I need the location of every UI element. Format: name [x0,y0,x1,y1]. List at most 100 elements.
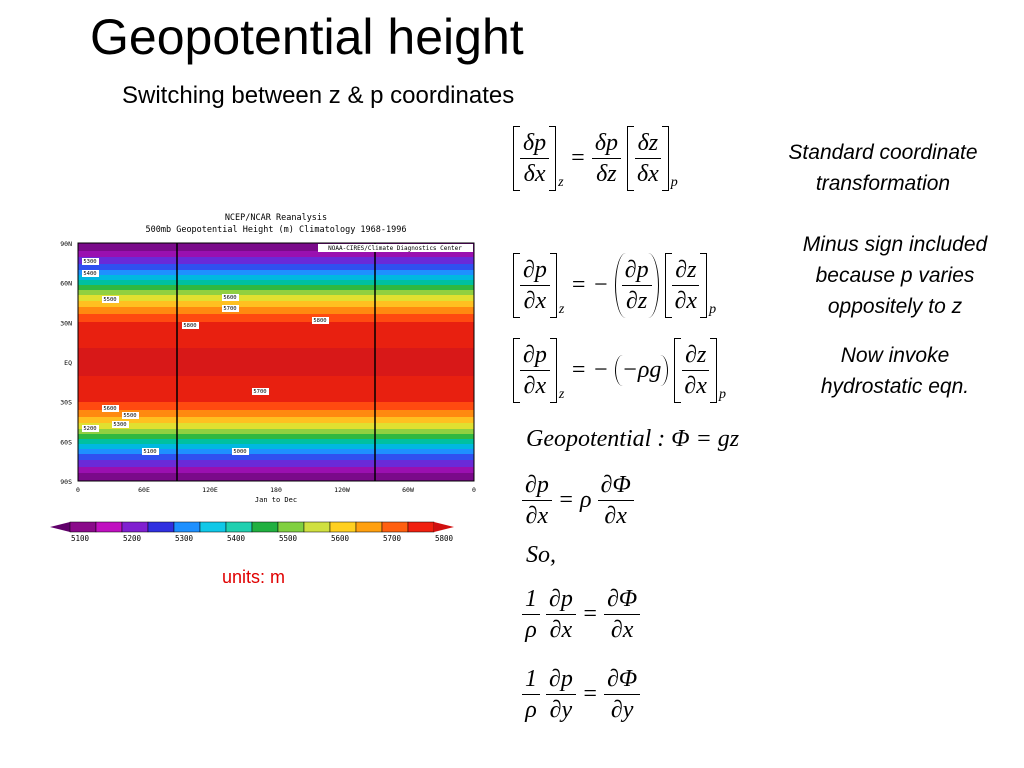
numerator: ∂z [682,340,710,371]
contour-label: 5700 [253,389,266,395]
contour-label-bg [82,270,99,277]
term: −ρg [621,357,662,383]
subscript: p [709,302,717,317]
contour-label-bg [182,322,199,329]
map-band [78,473,474,481]
operator: = [581,601,599,627]
colorbar-label: 5700 [383,534,402,543]
contour-label-bg [102,405,119,412]
map-band [78,467,474,473]
slide-subtitle: Switching between z & p coordinates [122,82,515,109]
map-band [78,290,474,295]
denominator: ∂x [610,617,634,643]
map-y-label: 60S [60,438,72,446]
map-frame [77,242,475,482]
contour-label-bg [232,448,249,455]
note: Now invoke hydrostatic eqn. [820,344,970,398]
map-x-title: Jan to Dec [255,496,297,504]
contour-label-bg [222,294,239,301]
map-x-label: 0 [472,486,476,494]
map-band [78,439,474,444]
map-band [78,322,474,348]
subscript: z [558,175,564,190]
colorbar-label: 5500 [279,534,298,543]
slide-title: Geopotential height [90,9,524,65]
contour-label: 5300 [83,259,96,265]
operator: = [569,145,586,171]
equation: So, [526,542,556,568]
contour-label-bg [82,258,99,265]
map-band [78,423,474,429]
credit-box [318,244,473,252]
subscript: z [558,302,565,317]
map-band [78,376,474,402]
numerator: ∂z [672,255,700,286]
equation: ∂p ∂x z = − ∂p ∂z ∂z ∂x p [513,253,716,318]
operator: = − [570,272,609,298]
map-band [78,402,474,410]
contour-label-bg [122,412,139,419]
map-title: 500mb Geopotential Height (m) Climatolog… [146,225,407,235]
map-band [78,410,474,417]
denominator: ∂x [674,288,698,314]
contour-label-bg [82,425,99,432]
contour-label-bg [112,421,129,428]
denominator: ∂x [525,503,549,529]
map-band [78,295,474,301]
map-band [78,257,474,264]
colorbar-swatch [303,521,331,533]
note: Minus sign included because p varies opp… [802,233,988,318]
map-y-label: 60N [60,280,72,288]
subscript: p [670,175,678,190]
numerator: δp [591,128,621,159]
contour-label-bg [222,305,239,312]
map-title: NCEP/NCAR Reanalysis [225,213,327,223]
map-band [78,275,474,280]
denominator: ∂z [626,288,648,314]
map-band [78,454,474,460]
map-y-label: EQ [64,359,72,367]
equation: δp δx z = δp δz δz δx p [513,126,678,191]
denominator: ∂x [549,617,573,643]
contour-label: 5600 [223,295,236,301]
contour-label-bg [312,317,329,324]
map-y-label: 90S [60,478,72,486]
map-band [78,434,474,439]
contour-label: 5200 [83,426,96,432]
contour-label: 5000 [233,449,246,455]
denominator: δz [596,161,617,187]
colorbar-label: 5100 [71,534,90,543]
denominator: ∂y [549,697,573,723]
numerator: ∂p [546,584,576,615]
map-x-label: 60E [138,486,150,494]
map-y-label: 90N [60,240,72,248]
colorbar-swatch [199,521,227,533]
colorbar-end [50,522,70,532]
numerator: ∂Φ [604,664,641,695]
map-band [78,348,474,376]
colorbar-swatch [173,521,201,533]
numerator: ∂p [520,340,550,371]
colorbar-swatch [277,521,305,533]
colorbar-swatch [381,521,409,533]
map-band [78,429,474,434]
map-band [78,243,474,251]
contour-label: 5400 [83,271,96,277]
map-band [78,460,474,467]
denominator: ∂x [523,288,547,314]
contour-label-bg [142,448,159,455]
operator: = − [570,357,609,383]
contour-label: 5500 [103,297,116,303]
numerator: 1 [522,584,540,615]
denominator: ∂x [604,503,627,529]
subscript: p [718,387,726,402]
colorbar-swatch [95,521,123,533]
colorbar-swatch [355,521,383,533]
map-band [78,449,474,454]
contour-label: 5700 [223,306,236,312]
map-x-label: 60W [402,486,414,494]
colorbar-swatch [147,521,175,533]
subscript: z [558,387,565,402]
